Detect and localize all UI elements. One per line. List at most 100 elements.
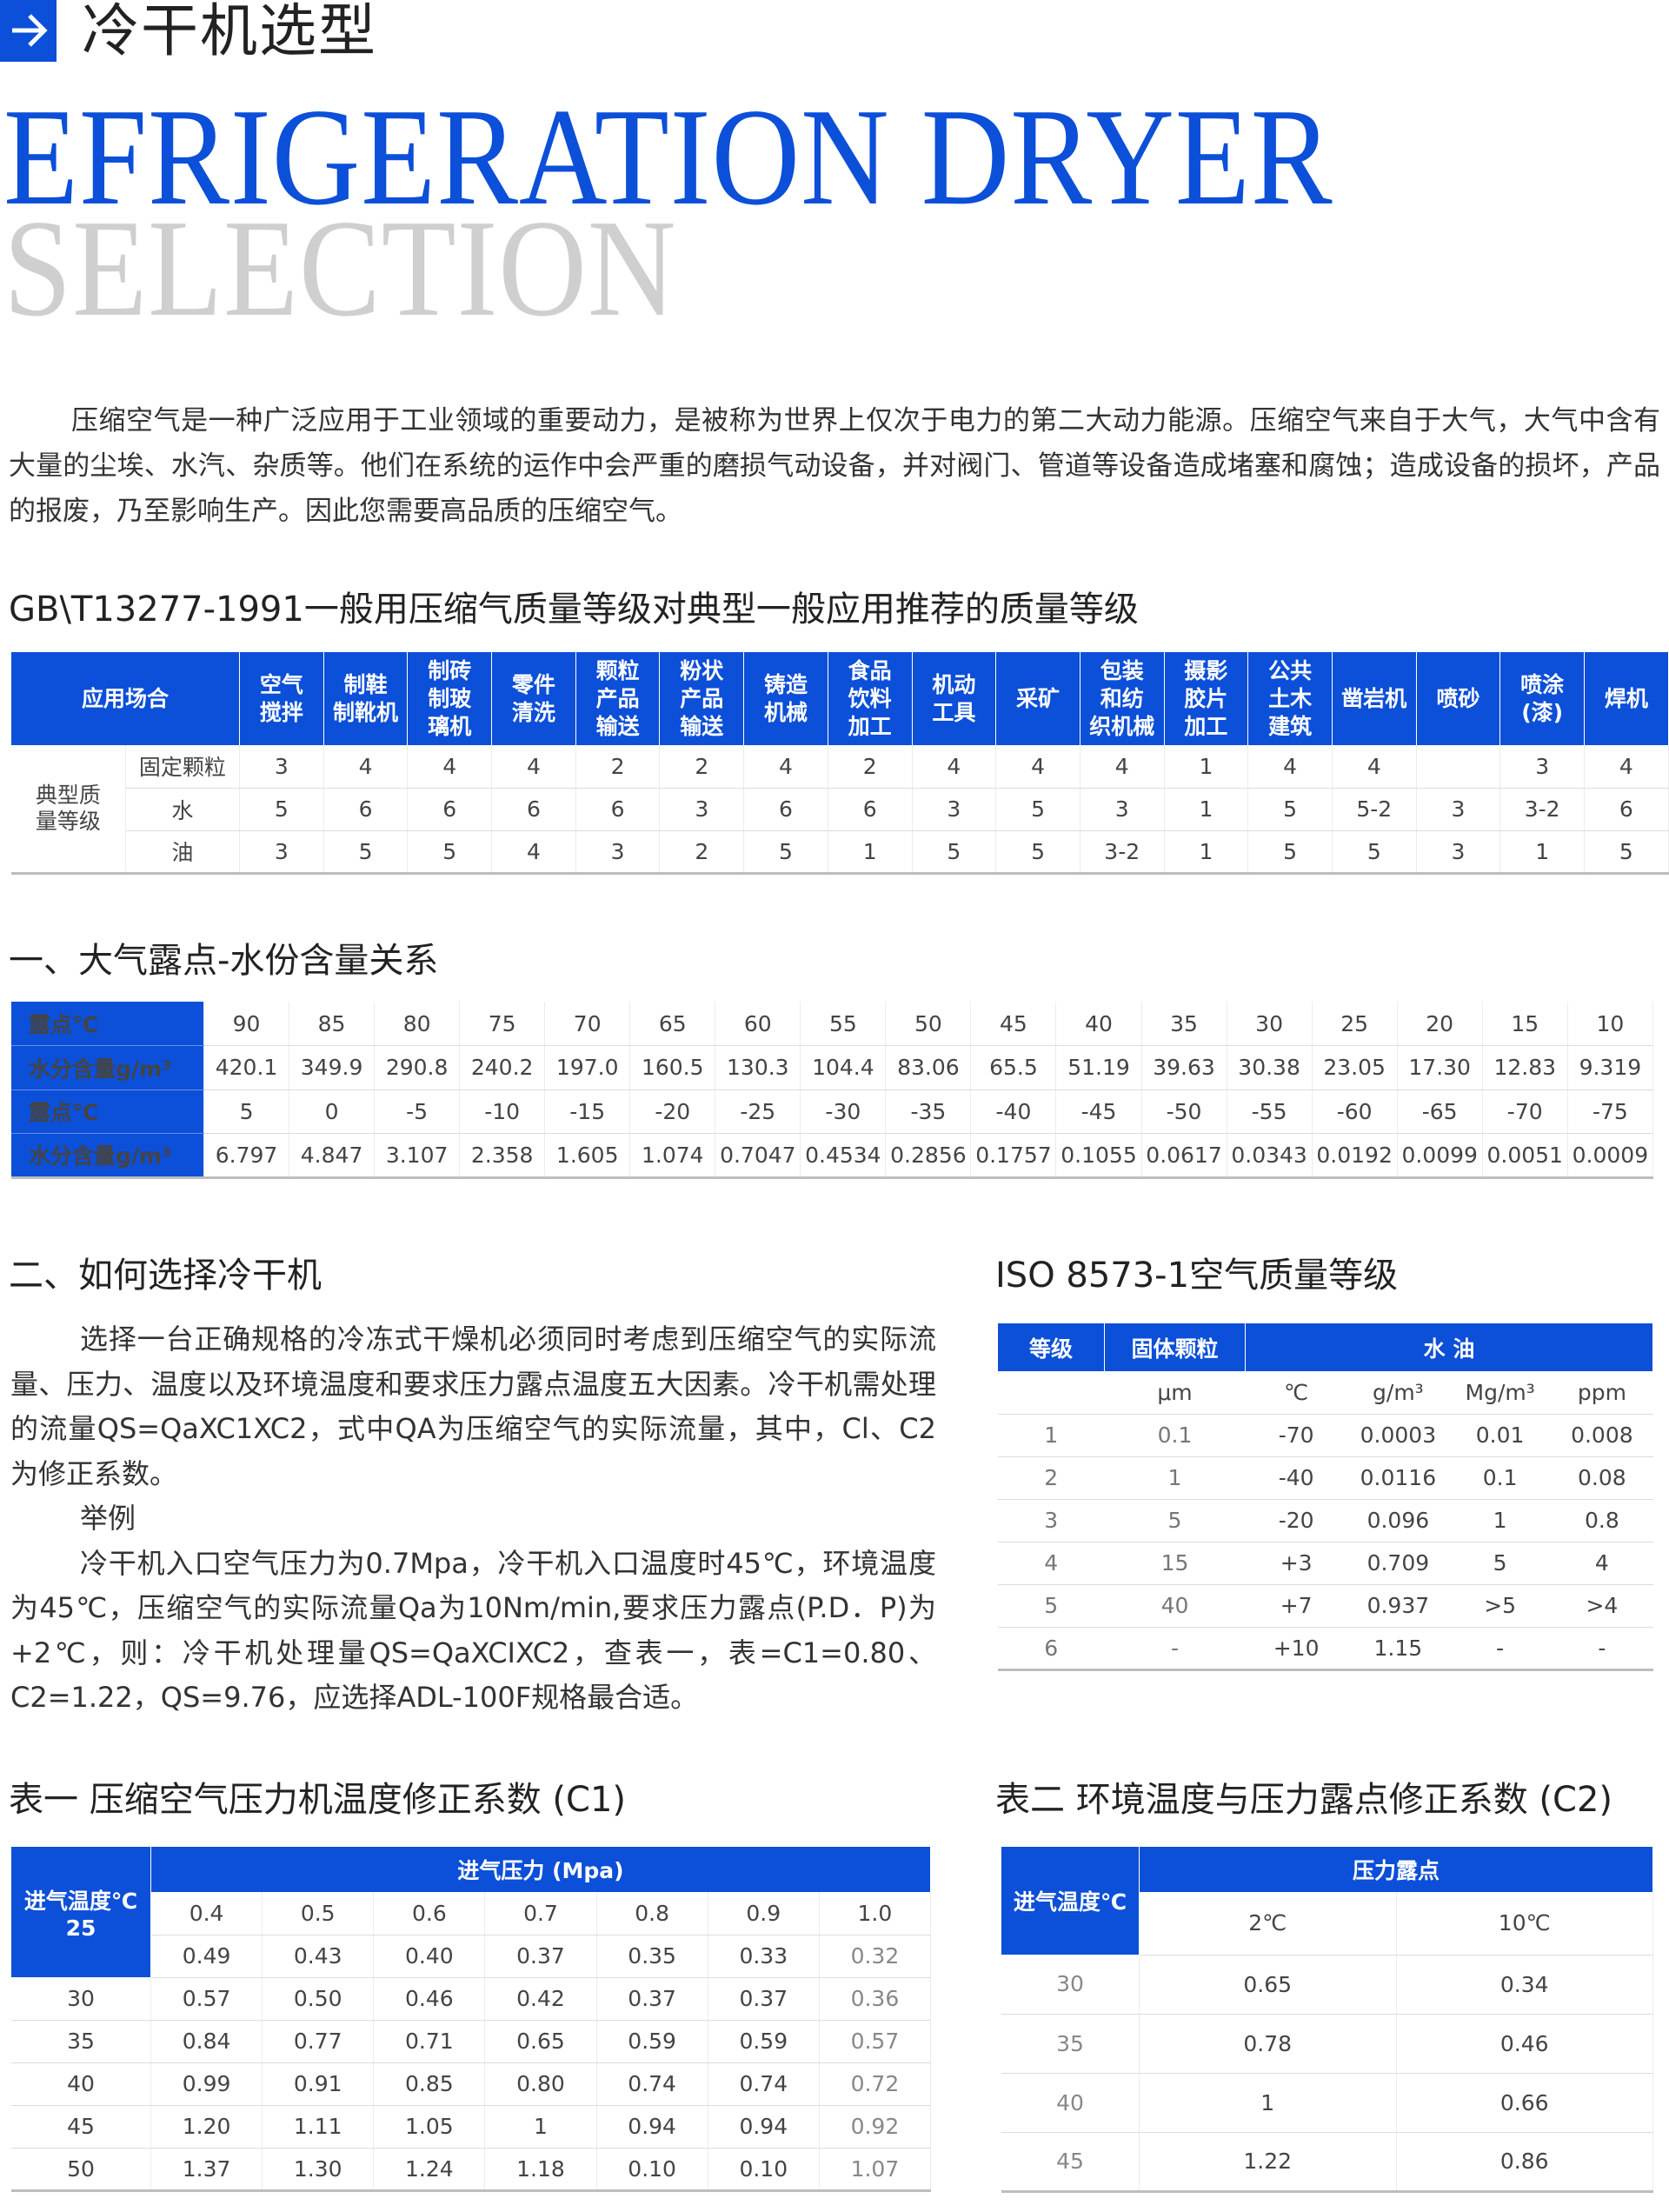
value-cell: -40 (970, 1089, 1057, 1134)
value-cell: 3-2 (1499, 788, 1585, 831)
value-cell: 10 (1567, 1002, 1654, 1046)
value-cell: -70 (1482, 1089, 1568, 1134)
value-cell: 1 (828, 830, 913, 874)
value-cell: 40 (1055, 1002, 1142, 1046)
value-cell: 4 (1080, 745, 1165, 789)
value-cell: 4 (998, 1542, 1105, 1585)
value-cell: 0.0051 (1482, 1133, 1568, 1178)
value-cell: +10 (1245, 1627, 1347, 1670)
value-cell: -20 (629, 1089, 716, 1134)
value-cell: -5 (374, 1089, 461, 1134)
value-cell: - (1551, 1627, 1653, 1670)
value-cell: 3 (1499, 745, 1585, 789)
table-row: 2 1 -40 0.0116 0.1 0.08 (998, 1456, 1653, 1500)
value-cell: +7 (1245, 1584, 1347, 1628)
value-cell: 6 (323, 788, 409, 831)
value-cell: 0.94 (708, 2105, 820, 2149)
value-cell: 0.57 (150, 1977, 263, 2021)
value-cell: 39.63 (1141, 1045, 1227, 1090)
header-row: 应用场合 空气 搅拌 制鞋 制靴机 制砖 制玻 璃机 零件 清洗 颗粒 产品 输送 粉状 产… (11, 652, 1669, 745)
value-cell: 0.08 (1551, 1456, 1653, 1500)
value-cell: 83.06 (885, 1045, 972, 1090)
value-cell: 240.2 (459, 1045, 546, 1090)
table-row: 油 3 5 5 4 3 2 5 1 5 5 3-2 1 5 5 3 1 5 (11, 830, 1669, 874)
value-cell: 0.33 (708, 1935, 820, 1978)
value-cell: 0.34 (1396, 1955, 1653, 2015)
value-cell: 0.0617 (1141, 1133, 1227, 1178)
value-cell: 1.074 (629, 1133, 716, 1178)
value-cell: 4 (1584, 745, 1669, 789)
value-cell: -55 (1227, 1089, 1313, 1134)
c1-correction-table: 进气温度℃ 25 进气压力 (Mpa) 0.4 0.5 0.6 0.7 0.8 0.9 1.0 0.… (11, 1847, 932, 2192)
column-header: 喷砂 (1416, 652, 1501, 745)
selection-heading: 二、如何选择冷干机 (9, 1256, 322, 1296)
value-cell: 2 (998, 1456, 1105, 1500)
value-cell: 1.22 (1139, 2132, 1397, 2192)
dewpoint-row: 2℃ 10℃ (1001, 1892, 1653, 1955)
value-cell: 0.0099 (1397, 1133, 1483, 1178)
value-cell: 130.3 (715, 1045, 801, 1090)
dew-table-heading: 一、大气露点-水份含量关系 (9, 941, 439, 981)
value-cell: 3 (998, 1499, 1105, 1542)
value-cell: 85 (289, 1002, 376, 1046)
dewpoint-cell: 2℃ (1139, 1892, 1397, 1955)
row-label: 露点℃ (11, 1089, 204, 1134)
value-cell: 0.65 (484, 2020, 597, 2063)
table-row: 典型质 量等级 固定颗粒 3 4 4 4 2 2 4 2 4 4 4 1 4 4 3 4 (11, 745, 1669, 874)
value-cell: 6.797 (203, 1133, 290, 1178)
corner-header: 应用场合 (11, 652, 240, 745)
corner-header: 进气温度℃ 25 (11, 1847, 151, 1977)
value-cell: 0.99 (150, 2062, 263, 2106)
column-header: 公共 土木 建筑 (1247, 652, 1333, 745)
value-cell: 0.01 (1449, 1414, 1552, 1457)
value-cell: -60 (1312, 1089, 1398, 1134)
value-cell: - (1449, 1627, 1552, 1670)
value-cell: 1.07 (819, 2148, 932, 2191)
value-cell: 4 (1551, 1542, 1653, 1585)
column-header: 喷涂 (漆) (1499, 652, 1585, 745)
temp-cell: 35 (1001, 2014, 1140, 2074)
value-cell: 2 (828, 745, 913, 789)
value-cell: 5 (203, 1089, 290, 1134)
value-cell: 0.77 (262, 2020, 375, 2063)
value-cell: 3-2 (1080, 830, 1165, 874)
value-cell: 0.94 (596, 2105, 708, 2149)
value-cell: 0.49 (150, 1935, 263, 1978)
column-header: 颗粒 产品 输送 (575, 652, 661, 745)
table-row: 水分含量g/m³ 6.797 4.847 3.107 2.358 1.605 1.074 0.… (11, 1133, 1654, 1178)
value-cell: -25 (715, 1089, 801, 1134)
value-cell: 0.92 (819, 2105, 932, 2149)
selection-text: 选择一台正确规格的冷冻式干燥机必须同时考虑到压缩空气的实际流量、压力、温度以及环… (10, 1317, 936, 1721)
value-cell: 1 (1139, 2073, 1397, 2133)
value-cell: 1 (1104, 1456, 1246, 1500)
value-cell: 5 (1104, 1499, 1246, 1542)
value-cell: 3 (1080, 788, 1165, 831)
value-cell: 17.30 (1397, 1045, 1483, 1090)
unit-cell: Mg/m³ (1449, 1371, 1552, 1415)
value-cell: 30.38 (1227, 1045, 1313, 1090)
temp-cell: 40 (1001, 2073, 1140, 2133)
column-header: 凿岩机 (1332, 652, 1417, 745)
table-row: 45 1.22 0.86 (1001, 2132, 1653, 2192)
intro-paragraph: 压缩空气是一种广泛应用于工业领域的重要动力，是被称为世界上仅次于电力的第二大动力… (9, 405, 1660, 527)
value-cell: 0.65 (1139, 1955, 1397, 2015)
dewpoint-water-table: 露点℃ 90 85 80 75 70 65 60 55 50 45 40 35 30 25 20 15 10 水分含… (11, 1002, 1654, 1179)
value-cell: 2 (659, 745, 745, 789)
value-cell: 40 (1104, 1584, 1246, 1628)
table-row: 40 0.99 0.91 0.85 0.80 0.74 0.74 0.72 (11, 2062, 932, 2106)
table-row: 3 5 -20 0.096 1 0.8 (998, 1499, 1653, 1542)
value-cell: 0.46 (373, 1977, 486, 2021)
value-cell: 9.319 (1567, 1045, 1654, 1090)
value-cell: 35 (1141, 1002, 1227, 1046)
value-cell: -65 (1397, 1089, 1483, 1134)
value-cell: 0.1 (1104, 1414, 1246, 1457)
table-row: 露点℃ 5 0 -5 -10 -15 -20 -25 -30 -35 -40 -45 -50 -55 -60… (11, 1089, 1654, 1134)
value-cell: 5 (239, 788, 324, 831)
value-cell: 0.937 (1347, 1584, 1449, 1628)
value-cell: 65.5 (970, 1045, 1057, 1090)
value-cell: 0.709 (1347, 1542, 1449, 1585)
value-cell: 1 (484, 2105, 597, 2149)
value-cell: 0.0116 (1347, 1456, 1449, 1500)
value-cell: 5 (1247, 830, 1333, 874)
column-header: 焊机 (1584, 652, 1669, 745)
